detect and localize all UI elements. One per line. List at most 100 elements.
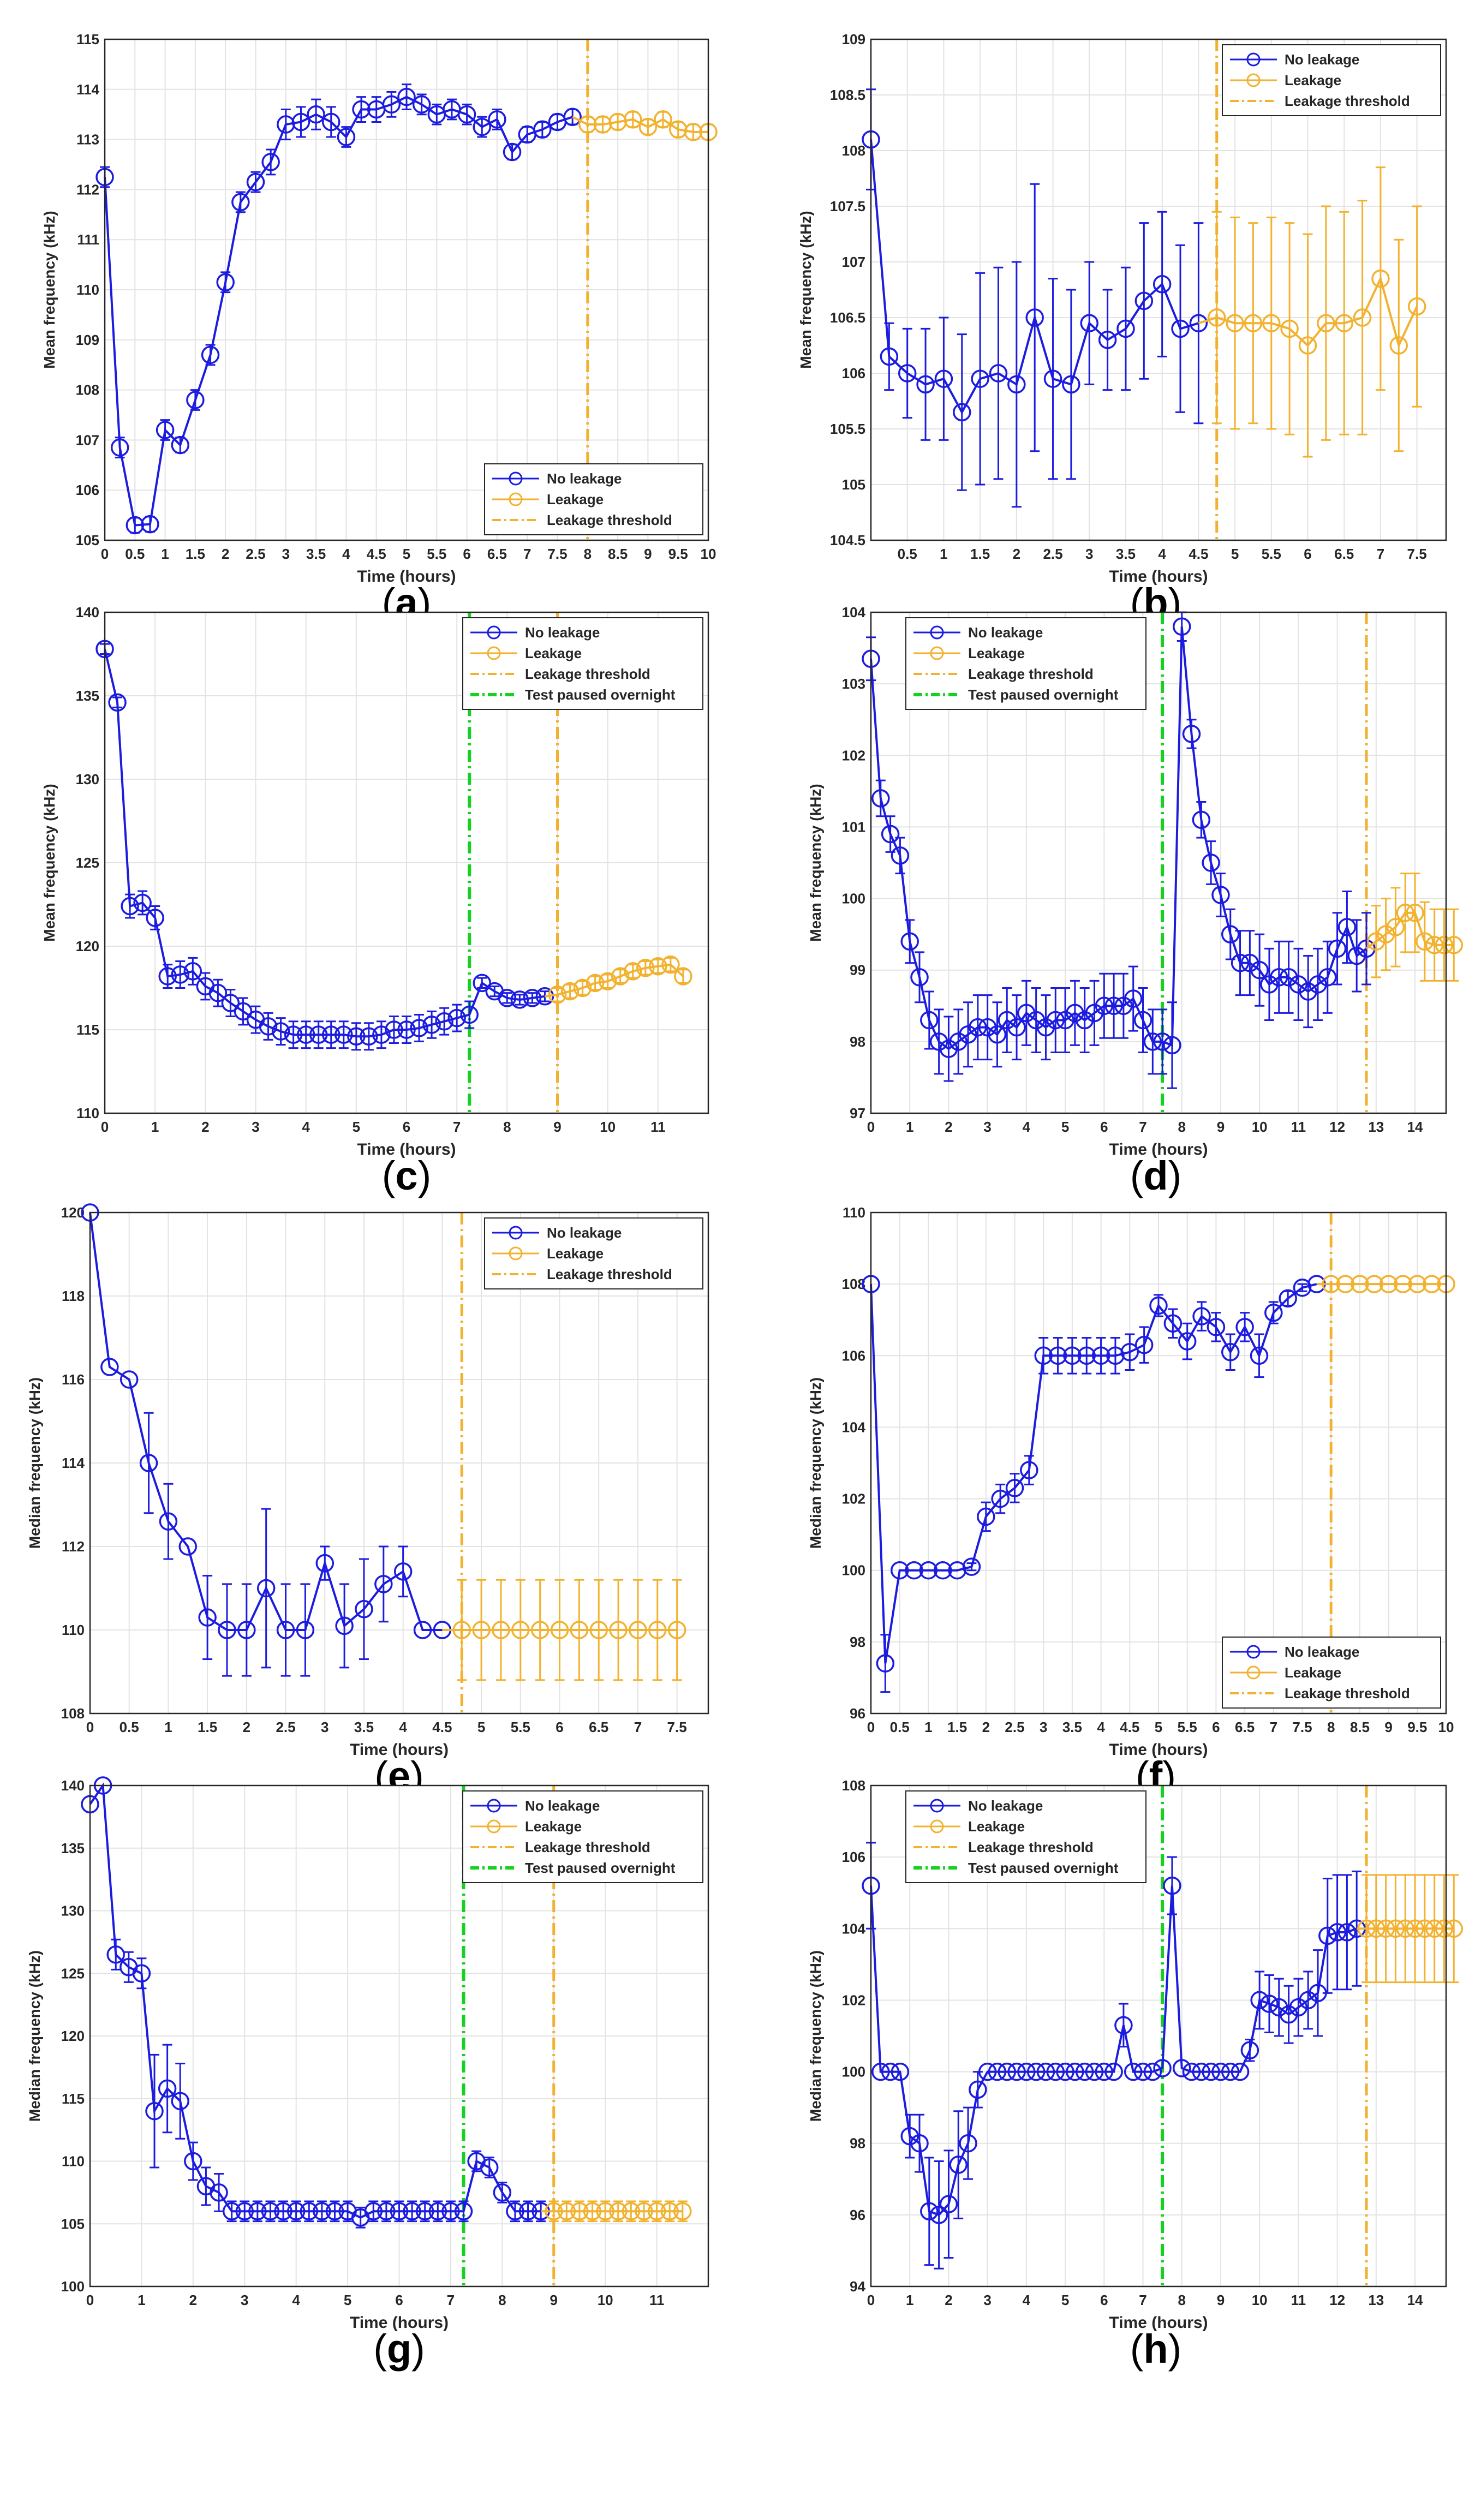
leakage-point [1422, 1275, 1441, 1293]
no-leakage-point [355, 1600, 373, 1619]
x-tick-label: 3 [983, 1119, 991, 1135]
y-tick-label: 120 [61, 1204, 85, 1221]
x-tick-label: 14 [1407, 2292, 1423, 2308]
x-tick-label: 5 [1155, 1719, 1162, 1735]
x-tick-label: 9.5 [668, 546, 688, 562]
x-tick-label: 0.5 [898, 546, 917, 562]
no-leakage-point [1221, 2062, 1240, 2081]
x-tick-label: 6 [1304, 546, 1311, 562]
y-tick-label: 113 [76, 132, 99, 148]
x-tick-label: 12 [1329, 1119, 1345, 1135]
leakage-point [1394, 1275, 1412, 1293]
x-tick-label: 8 [1327, 1719, 1335, 1735]
no-leakage-point [910, 968, 929, 987]
no-leakage-point [403, 2202, 421, 2221]
no-leakage-point [120, 1370, 139, 1389]
no-leakage-point [953, 403, 971, 422]
y-tick-label: 106 [842, 1849, 865, 1865]
leakage-point [684, 123, 703, 141]
leakage-point [492, 1621, 510, 1639]
no-leakage-point [1328, 939, 1347, 958]
y-tick-label: 115 [62, 2091, 85, 2107]
x-tick-label: 5.5 [511, 1719, 530, 1735]
panel-caption: (d) [1130, 1153, 1182, 1198]
leakage-point [609, 2202, 628, 2221]
x-tick-label: 4 [1158, 546, 1166, 562]
x-tick-label: 2 [1013, 546, 1020, 562]
x-tick-label: 11 [650, 1119, 666, 1135]
no-leakage-point [382, 95, 401, 114]
leakage-point [1396, 1919, 1414, 1938]
legend-label: Test paused overnight [525, 686, 676, 703]
x-tick-label: 5.5 [1262, 546, 1281, 562]
x-tick-label: 3.5 [354, 1719, 374, 1735]
y-tick-label: 103 [842, 676, 865, 692]
x-tick-label: 13 [1368, 2292, 1384, 2308]
y-tick-label: 105 [61, 2216, 85, 2232]
legend-swatch-marker [1246, 1665, 1261, 1680]
x-tick-label: 1 [138, 2292, 145, 2308]
leakage-point [660, 2202, 679, 2221]
no-leakage-point [372, 1025, 391, 1044]
no-leakage-line [870, 626, 1367, 1050]
no-leakage-point [183, 962, 202, 981]
x-tick-label: 6.5 [1235, 1719, 1255, 1735]
x-tick-label: 3 [1040, 1719, 1047, 1735]
no-leakage-point [949, 2155, 968, 2174]
no-leakage-point [498, 989, 517, 1007]
no-leakage-point [1007, 2062, 1026, 2081]
no-leakage-point [231, 193, 250, 212]
axes-frame [89, 1211, 709, 1715]
y-tick-label: 105.5 [830, 421, 865, 437]
legend-swatch-marker [1246, 52, 1261, 67]
x-axis-label: Time (hours) [357, 568, 456, 586]
legend-label: Leakage threshold [525, 1839, 650, 1855]
no-leakage-point [201, 345, 220, 365]
y-tick-label: 106 [842, 365, 865, 381]
chart-panel: 0 1 2 3 4 5 6 7 8 9 10 11 100 105 110 115 120 125 130 135 14… [26, 1776, 709, 2372]
no-leakage-point [1192, 1307, 1211, 1325]
no-leakage-point [184, 2152, 202, 2171]
x-tick-label: 4.5 [432, 1719, 452, 1735]
no-leakage-point [286, 2202, 306, 2221]
no-leakage-point [1104, 2062, 1123, 2081]
no-leakage-point [457, 105, 476, 124]
legend: No leakage Leakage Leakage threshold Test p… [905, 1790, 1146, 1883]
y-tick-label: 106 [842, 1347, 865, 1364]
no-leakage-point [1202, 853, 1220, 872]
y-tick-label: 104 [842, 1920, 866, 1937]
x-tick-label: 8 [503, 1119, 511, 1135]
leakage-point [578, 115, 597, 134]
leakage-point [1406, 1919, 1424, 1938]
x-tick-label: 6 [1100, 2292, 1108, 2308]
x-tick-label: 2 [201, 1119, 209, 1135]
no-leakage-point [891, 846, 910, 865]
chart-panel: 0 1 2 3 4 5 6 7 8 9 10 11 110 115 120 125 130 135 140 Time … [41, 604, 709, 1198]
leakage-point [511, 1621, 530, 1639]
no-leakage-point [1116, 319, 1135, 338]
y-tick-label: 100 [61, 2278, 85, 2295]
leakage-point [1406, 904, 1424, 922]
y-tick-label: 99 [850, 962, 865, 978]
no-leakage-point [325, 2202, 344, 2221]
y-tick-label: 118 [62, 1288, 85, 1304]
no-leakage-point [910, 2134, 929, 2153]
axes-frame [870, 38, 1447, 541]
x-tick-label: 7.5 [547, 546, 567, 562]
y-tick-label: 115 [76, 31, 99, 47]
no-leakage-point [309, 1025, 328, 1044]
panel-caption: (c) [382, 1153, 431, 1198]
no-leakage-point [1043, 369, 1062, 388]
no-leakage-point [428, 2202, 447, 2221]
legend-label: No leakage [1285, 1644, 1359, 1660]
leakage-point [557, 2202, 576, 2221]
x-tick-label: 5 [344, 2292, 351, 2308]
x-tick-label: 2 [243, 1719, 250, 1735]
no-leakage-point [969, 1018, 987, 1037]
legend: No leakage Leakage Leakage threshold [484, 463, 703, 535]
no-leakage-point [1149, 1296, 1168, 1315]
no-leakage-point [274, 2202, 292, 2221]
no-leakage-point [1231, 953, 1250, 972]
x-tick-label: 2 [222, 546, 229, 562]
legend-swatch-marker [1246, 1645, 1261, 1659]
